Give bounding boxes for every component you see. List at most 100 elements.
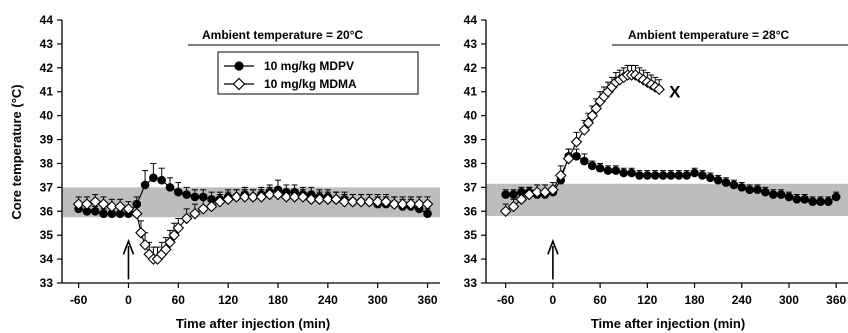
legend: 10 mg/kg MDPV 10 mg/kg MDMA <box>217 51 419 95</box>
panel-right: 33 34 35 36 37 38 39 40 41 42 43 44 -60 0 60 120 180 240 3… <box>464 13 848 331</box>
right-y-tick-label: 41 <box>464 85 478 99</box>
right-point-mdpv <box>745 185 754 195</box>
left-series-mdma <box>72 186 434 265</box>
right-point-mdma <box>562 152 575 165</box>
legend-item-mdpv: 10 mg/kg MDPV <box>224 59 354 73</box>
right-y-tick-label: 40 <box>464 109 478 123</box>
right-y-tick-label: 38 <box>464 156 478 170</box>
left-point-mdma <box>247 191 259 203</box>
right-point-mdpv <box>737 183 747 192</box>
right-point-mdpv <box>824 197 833 207</box>
right-point-mdpv <box>611 166 621 175</box>
right-arrow-head <box>547 238 559 255</box>
right-point-mdpv <box>690 168 699 178</box>
left-y-tick-label: 41 <box>40 85 54 99</box>
left-point-mdma <box>97 198 110 210</box>
right-point-mdpv <box>768 190 778 199</box>
left-point-mdpv <box>165 183 175 192</box>
right-point-mdma <box>586 109 599 122</box>
right-point-mdpv <box>831 192 841 202</box>
left-point-mdma <box>238 191 251 203</box>
left-point-mdma <box>305 193 318 206</box>
left-point-mdpv <box>140 180 150 190</box>
left-point-mdma <box>205 200 218 213</box>
left-point-mdma <box>322 193 334 206</box>
y-axis-title: Core temperature (°C) <box>9 84 24 219</box>
left-point-mdma <box>130 207 143 220</box>
left-point-mdma <box>355 195 367 208</box>
right-point-mdma <box>570 136 583 148</box>
legend-box <box>217 51 419 95</box>
left-point-mdma <box>160 243 172 256</box>
right-y-tick-label: 34 <box>464 252 478 266</box>
left-y-tick-label: 34 <box>40 252 54 266</box>
right-point-mdpv <box>650 171 660 180</box>
left-point-mdma <box>135 227 147 239</box>
right-y-tick-label: 44 <box>464 13 478 27</box>
right-y-tick-label: 33 <box>464 276 478 290</box>
right-injection-arrow <box>547 238 559 280</box>
left-annotation: Ambient temperature = 20°C <box>188 28 440 46</box>
left-x-tick-label: 0 <box>125 293 132 307</box>
right-point-mdpv <box>729 180 739 190</box>
legend-label-mdma: 10 mg/kg MDMA <box>264 77 357 91</box>
right-point-mdma <box>515 193 528 206</box>
left-point-mdma <box>388 198 401 210</box>
right-x-tick-label: 120 <box>637 293 657 307</box>
left-point-mdma <box>346 195 359 208</box>
right-point-mdma <box>554 169 567 182</box>
left-point-mdma <box>139 238 151 251</box>
left-point-mdpv <box>149 173 158 183</box>
left-x-tick-label: 120 <box>218 293 238 307</box>
right-point-mdpv <box>713 175 723 185</box>
left-point-mdma <box>263 188 276 201</box>
left-x-tick-label: 360 <box>418 293 438 307</box>
left-y-tick-label: 38 <box>40 156 54 170</box>
left-point-mdpv <box>90 206 100 216</box>
left-point-mdpv <box>157 175 166 185</box>
left-y-tick-label: 43 <box>40 37 54 51</box>
right-point-mdpv <box>666 171 676 180</box>
left-point-mdma <box>380 195 392 208</box>
left-point-mdma <box>396 198 409 210</box>
left-y-tick-label: 37 <box>40 180 54 194</box>
right-point-mdpv <box>635 171 644 180</box>
right-point-mdpv <box>761 187 770 197</box>
right-x-tick-label: 0 <box>550 293 557 307</box>
right-annotation: Ambient temperature = 28°C <box>612 28 848 46</box>
left-point-mdma <box>106 200 118 213</box>
right-point-mdpv <box>674 171 684 180</box>
left-point-mdma <box>114 200 126 213</box>
right-point-mdpv <box>800 195 810 204</box>
left-y-tick-label: 33 <box>40 276 54 290</box>
right-point-mdpv <box>580 156 589 166</box>
left-point-mdpv <box>82 206 92 216</box>
right-point-mdpv <box>587 161 597 171</box>
left-point-mdma <box>297 191 309 203</box>
left-x-tick-label: -60 <box>70 293 88 307</box>
right-y-tick-label: 37 <box>464 180 478 194</box>
right-point-mdma <box>547 183 559 196</box>
left-point-mdpv <box>174 187 183 197</box>
left-y-tick-label: 44 <box>40 13 54 27</box>
right-x-tick-label: 300 <box>779 293 799 307</box>
right-point-mdpv <box>509 190 518 199</box>
right-point-mdma <box>582 117 595 129</box>
left-point-mdma <box>168 229 180 241</box>
right-point-mdpv <box>603 166 613 175</box>
left-ambient-label: Ambient temperature = 20°C <box>202 28 364 42</box>
right-point-mdpv <box>808 197 817 207</box>
legend-marker-mdpv <box>234 61 244 71</box>
left-point-mdpv <box>99 209 108 218</box>
left-point-mdma <box>413 198 426 210</box>
left-point-mdpv <box>423 209 432 218</box>
right-point-mdpv <box>753 185 762 195</box>
legend-marker-mdma <box>232 77 246 91</box>
left-y-tick-label: 42 <box>40 61 54 75</box>
right-point-mdpv <box>627 168 636 178</box>
left-x-tick-label: 240 <box>318 293 338 307</box>
left-injection-arrow <box>122 238 135 280</box>
left-y-tick-label: 35 <box>40 228 54 242</box>
right-point-mdpv <box>776 190 786 199</box>
